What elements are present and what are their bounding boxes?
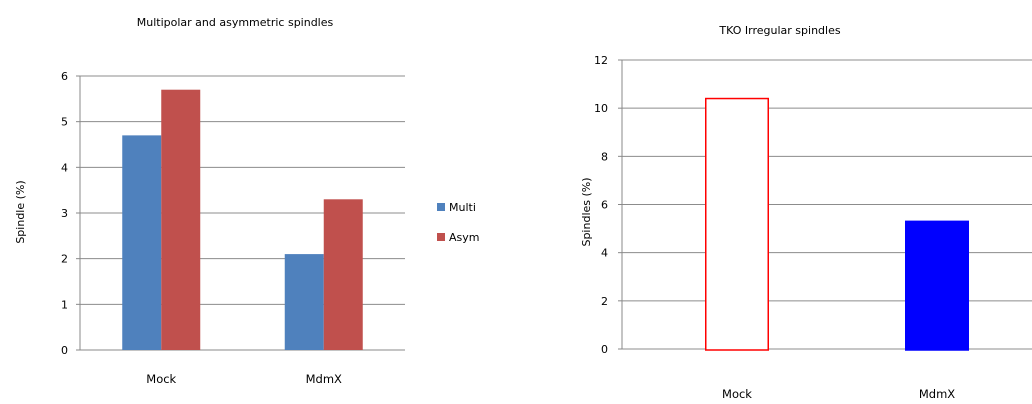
y-tick-label: 1 bbox=[61, 298, 68, 311]
y-tick-label: 5 bbox=[61, 116, 68, 129]
x-category-label: MdmX bbox=[306, 372, 342, 386]
bar-mock bbox=[705, 97, 769, 351]
y-tick-label: 10 bbox=[594, 102, 608, 115]
x-category-label: Mock bbox=[722, 387, 752, 401]
bar-multi-mock bbox=[122, 135, 162, 350]
legend-label-asym: Asym bbox=[449, 231, 479, 244]
y-tick-label: 0 bbox=[601, 343, 608, 356]
y-tick-label: 6 bbox=[61, 70, 68, 83]
y-tick-label: 2 bbox=[601, 295, 608, 308]
y-tick-label: 0 bbox=[61, 344, 68, 357]
legend-swatch-multi bbox=[437, 203, 445, 211]
bar-asym-mdmx bbox=[323, 199, 363, 350]
y-tick-label: 8 bbox=[601, 150, 608, 163]
y-tick-label: 6 bbox=[601, 199, 608, 212]
legend: Multi Asym bbox=[437, 201, 479, 244]
bar-multi-mdmx bbox=[284, 254, 324, 350]
legend-swatch-asym bbox=[437, 233, 445, 241]
y-axis-label: Spindle (%) bbox=[14, 180, 27, 243]
chart-multipolar-asymmetric: Multipolar and asymmetric spindles Spind… bbox=[14, 16, 479, 386]
y-tick-label: 3 bbox=[61, 207, 68, 220]
y-tick-label: 2 bbox=[61, 253, 68, 266]
y-axis-label: Spindles (%) bbox=[580, 177, 593, 246]
chart-title: TKO Irregular spindles bbox=[718, 24, 840, 37]
bar-mdmx bbox=[905, 220, 969, 351]
y-tick-label: 4 bbox=[61, 161, 68, 174]
y-tick-label: 4 bbox=[601, 247, 608, 260]
x-category-label: Mock bbox=[146, 372, 176, 386]
x-category-label: MdmX bbox=[919, 387, 955, 401]
y-tick-label: 12 bbox=[594, 54, 608, 67]
legend-label-multi: Multi bbox=[449, 201, 476, 214]
chart-tko-irregular: TKO Irregular spindles Spindles (%) 0 2 4 6… bbox=[580, 24, 1032, 401]
bar-asym-mock bbox=[161, 89, 201, 350]
chart-title: Multipolar and asymmetric spindles bbox=[137, 16, 334, 29]
